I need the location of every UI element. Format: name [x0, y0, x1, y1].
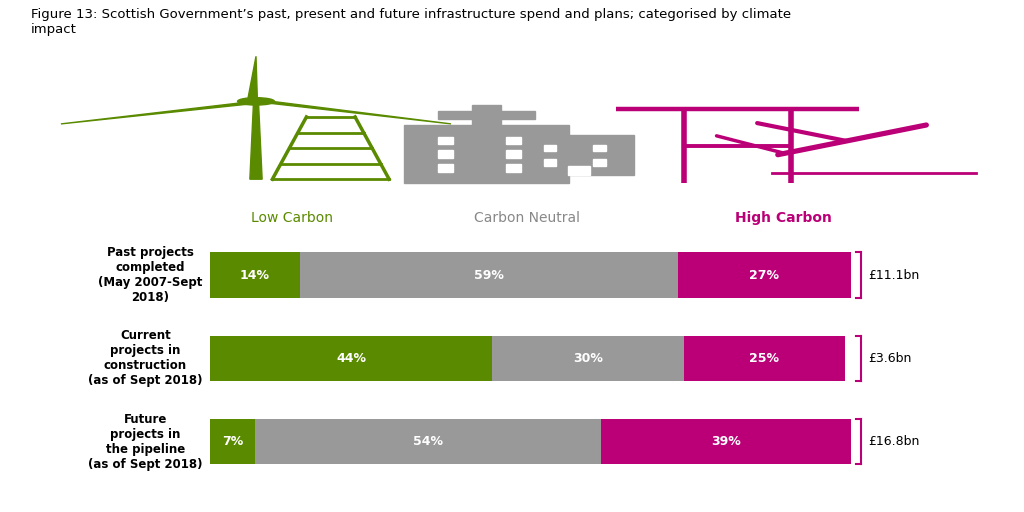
Text: £16.8bn: £16.8bn [868, 435, 920, 448]
Text: £3.6bn: £3.6bn [868, 352, 911, 365]
Bar [403, 125, 569, 183]
Text: Figure 13: Scottish Government’s past, present and future infrastructure spend a: Figure 13: Scottish Government’s past, p… [31, 8, 791, 36]
Bar [506, 137, 521, 144]
Bar [593, 159, 606, 166]
Bar [601, 419, 851, 464]
Bar [684, 335, 845, 381]
Text: 54%: 54% [413, 435, 443, 448]
Text: Future
projects in
the pipeline
(as of Sept 2018): Future projects in the pipeline (as of S… [88, 413, 203, 471]
Bar [438, 111, 536, 119]
Polygon shape [60, 101, 260, 124]
Bar [544, 159, 556, 166]
Bar [523, 135, 634, 175]
Bar [506, 150, 521, 158]
Bar [255, 419, 601, 464]
Bar [210, 419, 255, 464]
Bar [506, 164, 521, 172]
Text: 44%: 44% [336, 352, 366, 365]
Text: 39%: 39% [711, 435, 741, 448]
Text: Past projects
completed
(May 2007-Sept
2018): Past projects completed (May 2007-Sept 2… [98, 246, 203, 304]
Bar [438, 164, 454, 172]
Bar [593, 145, 606, 151]
Text: 27%: 27% [750, 269, 779, 282]
Text: 59%: 59% [474, 269, 504, 282]
Text: 25%: 25% [750, 352, 779, 365]
Bar [492, 335, 684, 381]
Bar [438, 137, 454, 144]
Text: Carbon Neutral: Carbon Neutral [474, 210, 581, 225]
Circle shape [238, 98, 274, 105]
Text: Low Carbon: Low Carbon [251, 210, 333, 225]
Bar [300, 252, 678, 298]
Text: High Carbon: High Carbon [735, 210, 831, 225]
Text: 14%: 14% [240, 269, 269, 282]
Polygon shape [248, 56, 257, 101]
Polygon shape [250, 101, 262, 179]
Text: 7%: 7% [222, 435, 243, 448]
Bar [210, 335, 492, 381]
Text: 30%: 30% [573, 352, 603, 365]
Text: £11.1bn: £11.1bn [868, 269, 920, 282]
Bar [438, 150, 454, 158]
Polygon shape [255, 100, 452, 124]
Bar [678, 252, 851, 298]
Bar [472, 105, 501, 125]
Text: Current
projects in
construction
(as of Sept 2018): Current projects in construction (as of … [88, 329, 203, 388]
Bar [544, 145, 556, 151]
Bar [567, 166, 590, 175]
Bar [210, 252, 300, 298]
